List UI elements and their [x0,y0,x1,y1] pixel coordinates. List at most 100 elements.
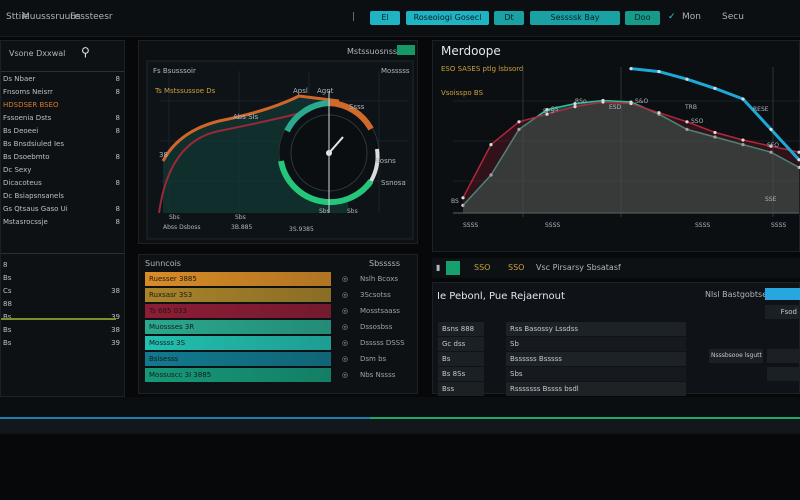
sidebar-item-label: Bs Bnsdsiuled Ies [3,140,64,148]
sidebar-item[interactable]: Fssoenia Dsts 8 [1,112,124,124]
gauge-footer-mid: 3B.885 [231,224,252,231]
toolbar-button-3[interactable]: Dt [494,11,524,25]
data-point [657,70,661,74]
detail-action-button[interactable] [765,288,800,300]
target-icon: ◎ [342,323,349,331]
toolbar-button-2[interactable]: Roseoiogi Gosecl [406,11,489,25]
target-icon: ◎ [342,307,349,315]
sidebar-item[interactable]: Bs 39 [1,337,124,349]
sidebar-item[interactable]: Dc Sexy [1,164,124,176]
bars-header-right: Sbsssss [369,259,400,268]
top-toolbar: Sttiie Muusssruuus Fessteesr | El Roseoi… [0,0,800,37]
gauge-footer-right: 3S.9385 [289,226,314,233]
status-c: SSO [508,263,525,272]
sidebar-item[interactable]: Bs [1,272,124,284]
stat-bar[interactable]: Ts 685 033 [145,304,331,318]
data-point [797,158,800,162]
gauge-point-label: Bosns [375,157,396,165]
sidebar-item-label: 8 [3,261,8,269]
data-point [685,77,689,81]
sidebar-item-value: 38 [111,326,120,334]
stat-bar-side-label: Dssosbss [360,323,393,331]
sidebar-item[interactable]: Mstasrocssje 8 [1,216,124,228]
point-label: ESD [609,104,622,111]
detail-find-button[interactable]: Fsod [765,305,800,319]
detail-row-value[interactable]: Rsssssss Bssss bsdl [506,382,686,396]
detail-right-field[interactable]: Nsssbsooe lsgutt [709,349,763,363]
toolbar-link-mon[interactable]: Mon [682,12,701,22]
sidebar-item-label: Mstasrocssje [3,218,48,226]
progress-line [1,318,116,320]
detail-row-label: Bs 8Ss [438,367,484,381]
toolbar-link-secu[interactable]: Secu [722,12,744,22]
sidebar-item-label: Bs [3,313,12,321]
detail-field-2[interactable] [767,349,800,363]
sidebar-item[interactable]: Dc Bsiapsnsanels [1,190,124,202]
sidebar-item[interactable]: Fnsoms Neisrr 8 [1,86,124,98]
sidebar-item[interactable]: Bs Deoeei 8 [1,125,124,137]
y-tick-label: BS [451,198,459,205]
data-point [769,127,773,131]
data-point [741,97,745,101]
sidebar-list: Ds Nbaer 8 Fnsoms Neisrr 8 HDSDSER BSEO Fssoe… [1,73,124,283]
data-point [489,173,493,177]
data-point [741,143,745,147]
detail-row-label: Bsns 888 [438,322,484,336]
status-d: Vsc Pirsarsy Sbsatasf [536,263,621,272]
divider [1,71,124,72]
sidebar-item[interactable]: Bs Bnsdsiuled Ies [1,138,124,150]
sidebar-item[interactable]: Dicacoteus 8 [1,177,124,189]
detail-row-value[interactable]: Bssssss Bsssss [506,352,686,366]
target-icon: ◎ [342,275,349,283]
data-point [685,127,689,131]
sidebar-item[interactable]: Bs Dsoebmto 8 [1,151,124,163]
sidebar-item-label: Dicacoteus [3,179,42,187]
sidebar-item[interactable]: Bs 38 [1,324,124,336]
sidebar-item[interactable]: HDSDSER BSEO [1,99,124,111]
menu-item-b[interactable]: Muusssruuus [22,12,81,22]
sidebar-item-value: 8 [115,205,120,213]
detail-row-value[interactable]: Sb [506,337,686,351]
menu-item-a[interactable]: Sttiie [6,12,30,22]
point-label: TRB [684,104,697,111]
toolbar-button-5[interactable]: Doo [625,11,660,25]
detail-row-label: Bs [438,352,484,366]
stat-bar[interactable]: Bsisesss [145,352,331,366]
data-point [517,127,521,131]
detail-row-value[interactable]: Rss Basossy Lssdss [506,322,686,336]
target-icon: ◎ [342,355,349,363]
panel-toggle[interactable] [397,45,415,55]
status-icon: ▮ [436,263,441,272]
status-row: ▮ SSO SSO Vsc Pirsarsy Sbsatasf [432,258,800,278]
data-point [713,130,717,135]
sidebar-item[interactable]: Bs 39 [1,311,124,323]
menu-item-c[interactable]: Fessteesr [70,12,113,22]
stat-bar[interactable]: Mossuscc 3I 3885 [145,368,331,382]
stat-bar-side-label: Nslh Bcoxs [360,275,398,283]
detail-row-value[interactable]: Sbs [506,367,686,381]
stat-bar[interactable]: Muossses 3R [145,320,331,334]
data-point [461,196,465,200]
zoom-icon[interactable]: ⚲ [81,45,90,59]
point-label: SS [551,106,559,113]
left-sidebar: Vsone Dxxwal ⚲ Ds Nbaer 8 Fnsoms Neisrr 8 HD… [0,40,125,397]
bottom-strip [0,397,800,435]
gauge-label-tr: Mosssss [381,67,410,75]
stat-bar[interactable]: Ruesser 3885 [145,272,331,286]
stat-bar[interactable]: Mossss 3S [145,336,331,350]
sidebar-item[interactable]: 88 [1,298,124,310]
detail-field-3[interactable] [767,367,800,381]
toolbar-button-4[interactable]: Sessssk Bay [530,11,620,25]
sidebar-item[interactable]: Ds Nbaer 8 [1,73,124,85]
gauge-arc-green [278,160,374,206]
stat-bar[interactable]: Ruxsasr 3S3 [145,288,331,302]
sidebar-item[interactable]: 8 [1,259,124,271]
bottom-bar [0,419,800,433]
status-swatch[interactable] [446,261,460,275]
sidebar-item[interactable]: Cs 38 [1,285,124,297]
stat-bar-side-label: Dsm bs [360,355,387,363]
toolbar-button-1[interactable]: El [370,11,400,25]
data-point [769,144,773,148]
red-line [158,110,310,214]
sidebar-item[interactable]: Gs Qtsaus Gaso Ui 8 [1,203,124,215]
